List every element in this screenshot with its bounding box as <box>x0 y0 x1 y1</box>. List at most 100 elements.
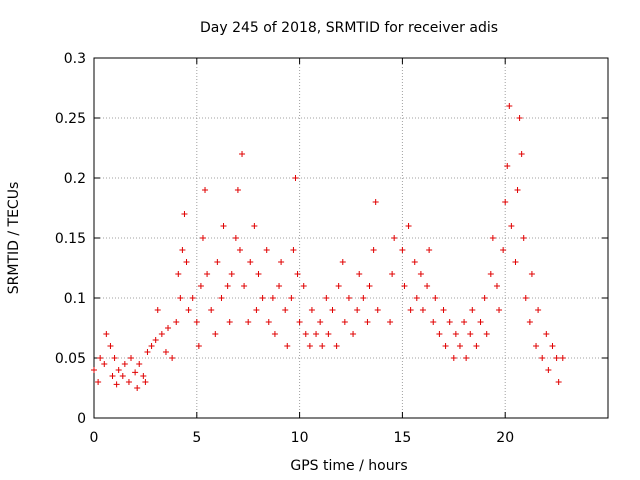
grid-layer <box>94 58 608 418</box>
data-point <box>469 307 476 313</box>
data-point <box>329 307 336 313</box>
data-point <box>549 343 556 349</box>
data-point <box>345 295 352 301</box>
data-point <box>132 369 139 376</box>
data-point <box>522 295 529 301</box>
data-point <box>308 307 315 313</box>
data-point <box>181 211 188 217</box>
data-point <box>165 325 172 331</box>
y-tick-label: 0.3 <box>64 51 86 67</box>
data-point <box>387 319 394 325</box>
data-point <box>300 283 307 289</box>
data-point <box>323 295 330 301</box>
data-point <box>553 355 560 361</box>
data-point <box>158 331 165 337</box>
data-point <box>374 307 381 313</box>
data-point <box>356 271 363 277</box>
data-point <box>183 259 190 265</box>
chart-title: Day 245 of 2018, SRMTID for receiver adi… <box>200 20 498 36</box>
data-point <box>113 381 120 388</box>
data-point <box>251 223 258 229</box>
data-point <box>290 247 297 253</box>
data-point <box>496 307 503 313</box>
data-point <box>364 319 371 325</box>
data-point <box>294 271 301 277</box>
data-point <box>142 379 149 385</box>
data-point <box>543 331 550 337</box>
data-point <box>446 319 453 325</box>
data-point <box>426 247 433 253</box>
data-point <box>450 355 457 361</box>
data-point <box>341 319 348 325</box>
data-point <box>288 295 295 301</box>
data-point <box>504 163 511 169</box>
data-point <box>269 295 276 301</box>
data-point <box>391 235 398 241</box>
data-point <box>239 151 246 157</box>
data-point <box>366 283 373 289</box>
data-point <box>413 295 420 301</box>
data-point <box>516 115 523 121</box>
data-point <box>125 379 132 385</box>
data-point <box>218 295 225 301</box>
y-tick-label: 0.25 <box>55 111 86 127</box>
data-point <box>514 187 521 193</box>
x-tick-label: 20 <box>496 430 514 446</box>
data-point <box>214 259 221 265</box>
data-point <box>489 235 496 241</box>
data-point <box>354 307 361 313</box>
data-point <box>545 367 552 373</box>
data-point <box>162 349 169 355</box>
data-point <box>333 343 340 349</box>
data-point <box>234 187 241 193</box>
data-point <box>152 337 159 343</box>
data-point <box>493 283 500 289</box>
data-point <box>456 343 463 349</box>
data-point <box>284 343 291 349</box>
data-point <box>442 343 449 349</box>
data-point <box>405 223 412 229</box>
data-point <box>436 331 443 337</box>
data-point <box>372 199 379 205</box>
data-point <box>271 331 278 337</box>
data-point <box>193 319 200 325</box>
data-point <box>241 283 248 289</box>
data-point <box>253 307 260 313</box>
x-tick-label: 10 <box>291 430 309 446</box>
data-point <box>512 259 519 265</box>
data-point <box>232 235 239 241</box>
x-tick-label: 15 <box>393 430 411 446</box>
data-point <box>255 271 262 277</box>
data-point <box>526 319 533 325</box>
data-point <box>350 331 357 337</box>
data-point <box>360 295 367 301</box>
tick-layer: 0 0.05 0.1 0.15 0.2 0.25 0.3 0 5 10 15 20 <box>55 51 608 446</box>
data-point <box>247 259 254 265</box>
data-point <box>399 247 406 253</box>
data-point <box>103 331 110 337</box>
data-point <box>461 319 468 325</box>
data-point <box>481 295 488 301</box>
data-point <box>292 175 299 181</box>
data-point <box>467 331 474 337</box>
data-point <box>199 235 206 241</box>
data-point <box>539 355 546 361</box>
data-point <box>508 223 515 229</box>
y-axis-label: SRMTID / TECUs <box>6 182 22 295</box>
data-point <box>500 247 507 253</box>
data-point <box>520 235 527 241</box>
data-point <box>535 307 542 313</box>
data-point <box>140 373 147 379</box>
data-point <box>483 331 490 337</box>
data-point <box>236 247 243 253</box>
data-point <box>559 355 566 361</box>
data-point <box>91 367 97 373</box>
data-point <box>175 271 182 277</box>
data-point <box>111 355 118 361</box>
data-point <box>197 283 204 289</box>
data-point <box>401 283 408 289</box>
data-point <box>430 319 437 325</box>
data-point <box>339 259 346 265</box>
y-tick-label: 0 <box>77 411 86 427</box>
data-point <box>533 343 540 349</box>
